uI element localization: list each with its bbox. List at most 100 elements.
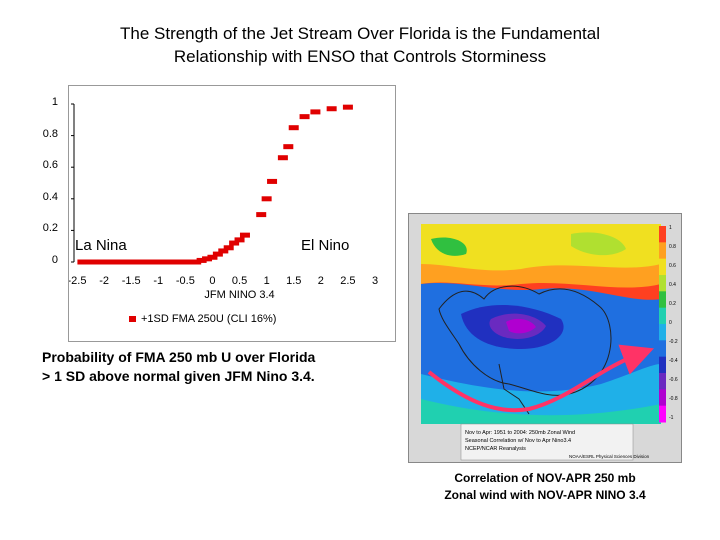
correlation-map: 1 0.8 0.6 0.4 0.2 0 -0.2 -0.4 -0.6 -0.8 -1 Nov to … (408, 213, 682, 463)
slide-title-line1: The Strength of the Jet Stream Over Flor… (119, 24, 600, 43)
map-inset-box (460, 423, 634, 461)
x-tick-label: -2 (99, 275, 109, 287)
colorbar-swatch (659, 389, 666, 407)
data-point (342, 104, 353, 110)
correlation-band (421, 399, 661, 424)
map-inset-line3: NCEP/NCAR Reanalysis (465, 446, 526, 452)
data-point (115, 259, 126, 265)
data-point (104, 259, 115, 265)
data-point (207, 254, 218, 260)
data-point (174, 259, 185, 265)
data-point (299, 114, 310, 120)
y-tick-label: 0.4 (42, 190, 58, 203)
colorbar-tick-label: -0.6 (669, 377, 678, 383)
colorbar-tick-label: 0.4 (669, 282, 676, 288)
data-point (185, 259, 196, 265)
correlation-band (431, 237, 467, 256)
colorbar-swatch (659, 356, 666, 374)
colorbar-swatch (659, 242, 666, 260)
correlation-bands (421, 224, 661, 424)
data-point (223, 245, 234, 251)
colorbar-swatch (659, 226, 666, 243)
colorbar-swatch (659, 275, 666, 292)
chart-axes (71, 103, 75, 263)
y-tick-label: 1 (51, 96, 58, 108)
x-tick-label: -1.5 (122, 275, 141, 287)
colorbar-swatch (659, 258, 666, 276)
continent-outline (438, 285, 612, 396)
data-point (180, 259, 191, 265)
data-point (261, 196, 272, 202)
colorbar-swatch (659, 307, 666, 325)
x-axis-label: JFM NINO 3.4 (204, 289, 274, 301)
map-caption: Correlation of NOV-APR 250 mb Zonal wind… (405, 470, 685, 504)
data-point (153, 259, 164, 265)
data-point (202, 256, 213, 262)
slide-title-line2: Relationship with ENSO that Controls Sto… (173, 47, 547, 66)
colorbar-tick-label: 0.6 (669, 263, 676, 269)
colorbar-swatch (659, 405, 666, 423)
colorbar-tick-label: 0.8 (669, 244, 676, 250)
y-tick-label: 0 (51, 254, 58, 266)
map-caption-line1: Correlation of NOV-APR 250 mb (454, 471, 636, 485)
data-point (234, 237, 245, 243)
data-point (169, 259, 180, 265)
data-point (77, 259, 88, 265)
x-tick-label: 0.5 (232, 275, 247, 287)
y-tick-label: 0.2 (42, 222, 58, 235)
data-point (147, 259, 158, 265)
chart-caption: Probability of FMA 250 mb U over Florida… (42, 348, 382, 386)
y-tick-label: 0.8 (42, 127, 58, 140)
data-point (99, 259, 110, 265)
data-point (239, 232, 250, 238)
data-point (191, 259, 202, 265)
x-tick-label: 2.5 (340, 275, 355, 287)
data-point (212, 251, 223, 257)
data-point (137, 259, 148, 265)
colorbar-tick-label: -0.2 (669, 339, 678, 345)
data-point (267, 178, 278, 184)
x-tick-label: 3 (372, 275, 378, 287)
map-inset-credit: NOAA/ESRL Physical Sciences Division (569, 454, 650, 459)
data-point (326, 106, 337, 112)
data-point (120, 259, 131, 265)
colorbar-swatch (659, 291, 666, 309)
colorbar-tick-label: -1 (669, 415, 674, 421)
probability-chart: -2.5 -2 -1.5 -1 -0.5 0 0.5 1 1.5 2 2.5 3 JFM NINO 3.… (68, 85, 396, 342)
y-tick-label: 0.6 (42, 159, 58, 172)
chart-caption-line1: Probability of FMA 250 mb U over Florida (42, 349, 316, 365)
colorbar-tick-label: -0.8 (669, 396, 678, 402)
data-point (82, 259, 93, 265)
probability-chart-svg: -2.5 -2 -1.5 -1 -0.5 0 0.5 1 1.5 2 2.5 3 JFM NINO 3.… (69, 103, 378, 325)
slide-title: The Strength of the Jet Stream Over Flor… (40, 22, 680, 68)
colorbar-tick-label: 0 (669, 320, 672, 326)
map-inset-line1: Nov to Apr: 1951 to 2004: 250mb Zonal Wi… (465, 430, 575, 436)
x-tick-label: -2.5 (69, 275, 86, 287)
data-point (310, 109, 321, 115)
x-tick-label: -1 (153, 275, 163, 287)
colorbar-tick-label: 1 (669, 225, 672, 231)
colorbar-tick-label: -0.4 (669, 358, 678, 364)
x-tick-label: 1.5 (286, 275, 301, 287)
data-point (131, 259, 142, 265)
x-tick-label: 2 (318, 275, 324, 287)
x-tick-label: -0.5 (176, 275, 195, 287)
x-tick-label: 1 (264, 275, 270, 287)
data-point (277, 155, 288, 161)
colorbar: 1 0.8 0.6 0.4 0.2 0 -0.2 -0.4 -0.6 -0.8 -1 (659, 225, 678, 423)
correlation-band (421, 364, 661, 424)
chart-labels: -2.5 -2 -1.5 -1 -0.5 0 0.5 1 1.5 2 2.5 3 JFM NINO 3.… (69, 237, 378, 325)
x-tick-label: 0 (209, 275, 215, 287)
data-point (88, 259, 99, 265)
jet-stream-arrow (427, 344, 654, 413)
map-caption-line2: Zonal wind with NOV-APR NINO 3.4 (444, 488, 646, 502)
data-point (196, 257, 207, 263)
legend-label: +1SD FMA 250U (CLI 16%) (141, 313, 276, 325)
coastline (498, 363, 530, 415)
colorbar-tick-label: 0.2 (669, 301, 676, 307)
colorbar-swatch (659, 324, 666, 341)
colorbar-swatch (659, 340, 666, 358)
data-point (158, 259, 169, 265)
correlation-band (571, 232, 626, 256)
map-inset-line2: Seasonal Correlation w/ Nov to Apr Nino3… (465, 438, 571, 444)
